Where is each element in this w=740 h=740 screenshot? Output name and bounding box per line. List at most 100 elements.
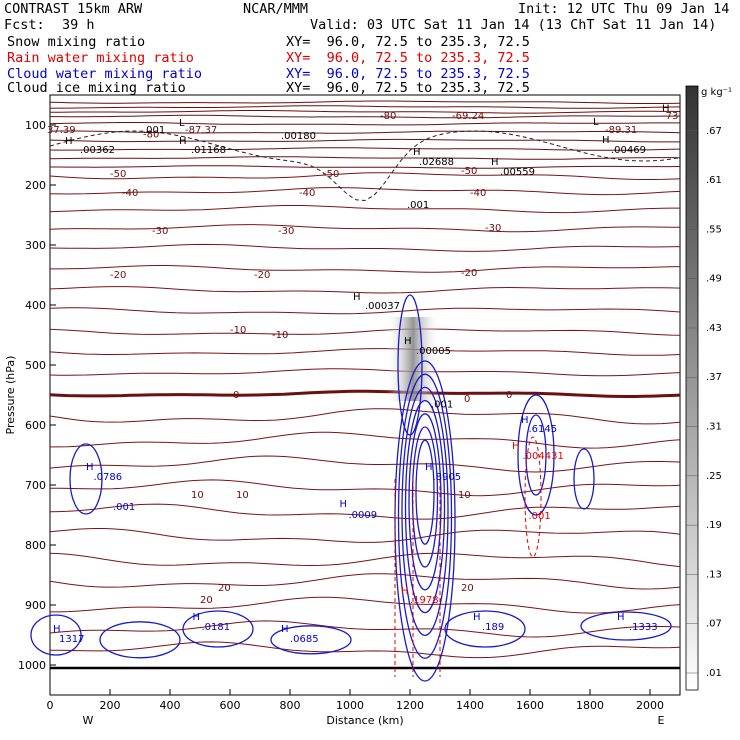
colorbar: .01 .07 .13 .19 .25 .31 .37 .43 .49 .55 .61 .67 g kg… [685,85,732,691]
field-extremum-label: .001 [407,200,429,211]
colorbar-label: .67 [706,126,722,137]
isotherm-line [49,122,680,126]
isotherm-line [49,328,681,336]
colorbar-label: .55 [706,224,722,235]
colorbar-unit: g kg⁻¹ [701,87,732,98]
isotherm-label: 20 [200,595,213,606]
field-xy-cloud-ice: XY= 96.0, 72.5 to 235.3, 72.5 [286,80,530,96]
isotherm-contours [49,100,681,670]
x-tick-label: 600 [220,699,241,712]
field-xy-rain: XY= 96.0, 72.5 to 235.3, 72.5 [286,50,530,66]
isotherm-line [49,455,681,473]
y-tick-label: 200 [25,179,46,192]
field-extremum-label: H [401,586,409,597]
x-tick-label: 0 [47,699,54,712]
isotherm-label: 20 [218,583,231,594]
y-tick-label: 100 [25,119,46,132]
cloud-water-contour [415,439,435,545]
isotherm-line [50,596,681,614]
isotherm-label: -69.24 [452,111,484,122]
y-tick-label: 600 [25,419,46,432]
cloud-water-contour [397,373,453,659]
field-name-cloud-water: Cloud water mixing ratio [7,66,203,82]
x-tick-label: 1400 [456,699,484,712]
isotherm-line [49,479,681,497]
isotherm-line [49,503,681,520]
y-tick-label: 900 [25,599,46,612]
snow-contour [49,130,681,202]
field-extremum-label: H [617,612,625,623]
field-extremum-label: H [521,415,529,426]
isotherm-line [49,187,681,196]
field-xy-cloud-water: XY= 96.0, 72.5 to 235.3, 72.5 [286,66,530,82]
cloud-water-contour [69,443,103,515]
contour-labels: -80 -80 -69.24 -73 -87.37 37.39 -89.31 -50 -50 -5… [47,104,678,645]
isotherm-line [49,105,681,109]
forecast-hours: 39 h [62,17,95,33]
isotherm-label: 10 [191,490,204,501]
cloud-water-contour [401,386,449,637]
field-extremum-label: H [179,136,187,147]
colorbar-label: .07 [706,619,722,630]
isotherm-line [49,110,681,114]
organization-label: NCAR/MMM [243,1,309,17]
colorbar-label: .13 [706,569,722,580]
isotherm-label: -10 [272,330,288,341]
isotherm-line [50,165,681,169]
isotherm-label: -80 [380,111,396,122]
field-extremum-label: H [662,104,670,115]
field-extremum-label: .001 [529,511,551,522]
field-extremum-label: 1317 [59,634,84,645]
isotherm-line [49,307,681,315]
isotherm-line [49,573,681,590]
y-tick-label: 400 [25,299,46,312]
isotherm-label: -10 [230,325,246,336]
cloud-water-contour [525,414,547,496]
field-extremum-label: .0786 [94,472,123,483]
field-name-cloud-ice: Cloud ice mixing ratio [7,80,186,96]
cloud-water-contour [270,625,352,655]
isotherm-label: -40 [122,188,138,199]
field-extremum-label: .01168 [191,145,226,156]
field-extremum-label: H [65,136,73,147]
field-extremum-label: H [281,624,289,635]
isotherm-line [49,286,681,294]
isotherm-line [50,431,681,449]
colorbar-label: .49 [706,274,722,285]
isotherm-line [49,138,680,143]
colorbar-label: .19 [706,520,722,531]
y-tick-label: 500 [25,359,46,372]
field-extremum-label: .0009 [349,510,378,521]
isotherm-label: -73 [662,111,678,122]
isotherm-line [49,130,681,134]
cloud-water-contour [580,611,672,641]
isotherm-line [49,205,680,214]
field-extremum-label: .8905 [433,472,462,483]
cloud-water-contour [404,399,446,614]
cloud-water-contour [182,610,254,648]
isotherm-line [49,528,681,543]
isotherm-label: -20 [254,270,270,281]
init-time: Init: 12 UTC Thu 09 Jan 14 [518,1,730,17]
isotherm-line [49,243,681,252]
x-tick-label: 1200 [396,699,424,712]
isotherm-line [49,156,681,160]
isotherm-label: 20 [461,583,474,594]
field-extremum-label: H [340,499,348,510]
field-extremum-label: H [512,441,520,452]
field-extremum-label: .0181 [202,622,231,633]
y-axis-label: Pressure (hPa) [4,356,17,435]
isotherm-label: -30 [152,226,168,237]
field-extremum-label: H [53,624,61,635]
cloud-water-contour [99,621,181,659]
field-extremum-label: H [193,612,201,623]
field-extremum-label: .6145 [529,424,558,435]
isotherm-label: -40 [299,188,315,199]
colorbar-scale [685,85,699,691]
isotherm-label: -87.37 [185,125,217,136]
cloud-water-contour [408,413,442,591]
isotherm-line [49,147,681,151]
y-tick-label: 1000 [18,659,46,672]
freezing-level-line [49,389,681,398]
field-extremum-label: .1978 [410,595,439,606]
